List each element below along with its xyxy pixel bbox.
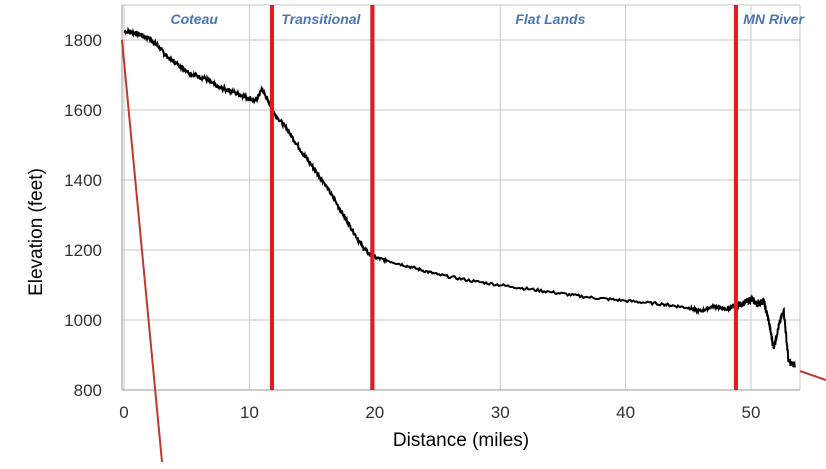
region-label: Coteau (170, 11, 218, 27)
x-tick-label: 40 (616, 403, 635, 422)
annotation-pointer-line-right (799, 370, 826, 381)
region-label: Flat Lands (515, 11, 585, 27)
x-axis-title: Distance (miles) (393, 430, 529, 451)
y-tick-label: 1800 (64, 31, 102, 50)
y-tick-label: 800 (74, 381, 102, 400)
annotation-pointer-line-left (121, 39, 163, 463)
grid (122, 4, 801, 391)
x-tick-label: 30 (491, 403, 510, 422)
region-dividers (269, 5, 738, 390)
y-tick-label: 1400 (64, 171, 102, 190)
y-tick-label: 1000 (64, 311, 102, 330)
x-tick-label: 20 (365, 403, 384, 422)
y-axis-title: Elevation (feet) (26, 168, 47, 296)
region-label: MN River (743, 11, 805, 27)
axes (121, 5, 800, 391)
region-labels: Coteau Transitional Flat Lands MN River (170, 11, 805, 27)
x-tick-label: 50 (742, 403, 761, 422)
region-label: Transitional (281, 11, 361, 27)
x-tick-label: 10 (240, 403, 259, 422)
tick-labels: 800 1000 1200 1400 1600 1800 0 10 20 30 40 50 (64, 31, 760, 422)
y-tick-label: 1600 (64, 101, 102, 120)
x-tick-label: 0 (119, 403, 128, 422)
y-tick-label: 1200 (64, 241, 102, 260)
elevation-series-line (123, 26, 796, 368)
